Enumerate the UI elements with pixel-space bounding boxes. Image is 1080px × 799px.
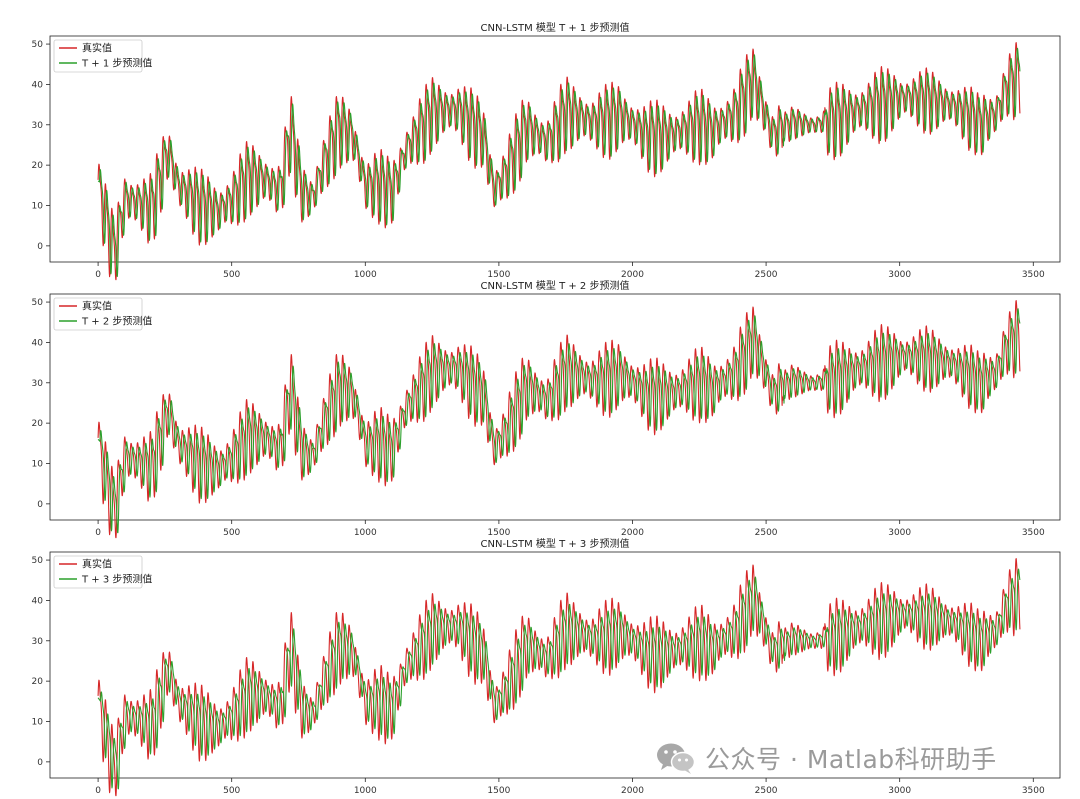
y-tick-label: 40 xyxy=(32,596,44,606)
y-tick-label: 50 xyxy=(32,40,44,50)
y-tick-label: 40 xyxy=(32,80,44,90)
series-layer xyxy=(97,42,1021,281)
axis-ticks: 0 500 1000 1500 2000 2500 3000 3500 0 10 20 30 40 50 xyxy=(32,298,1045,538)
y-tick-label: 10 xyxy=(32,202,44,212)
x-tick-label: 2500 xyxy=(755,270,778,280)
x-tick-label: 1500 xyxy=(487,270,510,280)
y-tick-label: 10 xyxy=(32,718,44,728)
y-tick-label: 50 xyxy=(32,556,44,566)
watermark-text: 公众号 · Matlab科研助手 xyxy=(705,745,997,774)
subplot-t2: CNN-LSTM 模型 T + 2 步预测值 0 500 1000 1500 2000 2… xyxy=(32,279,1061,539)
x-tick-label: 3000 xyxy=(888,528,911,538)
plot-frame xyxy=(49,35,1061,263)
y-tick-label: 0 xyxy=(37,758,43,768)
chart-title: CNN-LSTM 模型 T + 2 步预测值 xyxy=(481,279,630,292)
series-line-actual xyxy=(97,42,1021,281)
chart-title: CNN-LSTM 模型 T + 3 步预测值 xyxy=(481,537,630,550)
y-tick-label: 0 xyxy=(37,500,43,510)
x-tick-label: 2000 xyxy=(621,270,644,280)
plot-frame xyxy=(49,293,1061,521)
y-tick-label: 30 xyxy=(32,637,44,647)
x-tick-label: 3000 xyxy=(888,270,911,280)
x-tick-label: 500 xyxy=(223,270,240,280)
series-layer xyxy=(97,558,1021,797)
wechat-icon xyxy=(657,743,696,774)
legend: 真实值 T + 2 步预测值 xyxy=(53,297,152,331)
series-layer xyxy=(97,300,1021,539)
legend-label-actual: 真实值 xyxy=(82,558,112,571)
x-tick-label: 500 xyxy=(223,786,240,796)
x-tick-label: 500 xyxy=(223,528,240,538)
series-line-prediction xyxy=(97,47,1021,277)
x-tick-label: 1500 xyxy=(487,786,510,796)
x-tick-label: 3500 xyxy=(1022,270,1045,280)
x-tick-label: 0 xyxy=(95,786,101,796)
y-tick-label: 20 xyxy=(32,419,44,429)
x-tick-label: 2500 xyxy=(755,528,778,538)
legend-label-prediction: T + 2 步预测值 xyxy=(81,315,152,328)
legend-label-actual: 真实值 xyxy=(82,42,112,55)
x-tick-label: 1000 xyxy=(354,270,377,280)
axis-ticks: 0 500 1000 1500 2000 2500 3000 3500 0 10 20 30 40 50 xyxy=(32,40,1045,280)
subplot-t3: CNN-LSTM 模型 T + 3 步预测值 0 500 1000 1500 2000 2… xyxy=(32,537,1061,797)
series-line-actual xyxy=(97,300,1021,539)
y-tick-label: 10 xyxy=(32,460,44,470)
legend-label-actual: 真实值 xyxy=(82,300,112,313)
x-tick-label: 1000 xyxy=(354,786,377,796)
x-tick-label: 2000 xyxy=(621,786,644,796)
series-line-prediction xyxy=(97,308,1021,534)
x-tick-label: 0 xyxy=(95,270,101,280)
y-tick-label: 0 xyxy=(37,242,43,252)
plot-frame xyxy=(49,551,1061,779)
x-tick-label: 1000 xyxy=(354,528,377,538)
legend: 真实值 T + 1 步预测值 xyxy=(53,39,152,73)
x-tick-label: 2500 xyxy=(755,786,778,796)
y-tick-label: 50 xyxy=(32,298,44,308)
y-tick-label: 30 xyxy=(32,121,44,131)
y-tick-label: 20 xyxy=(32,677,44,687)
axis-ticks: 0 500 1000 1500 2000 2500 3000 3500 0 10 20 30 40 50 xyxy=(32,556,1045,796)
x-tick-label: 0 xyxy=(95,528,101,538)
subplot-t1: CNN-LSTM 模型 T + 1 步预测值 0 500 1000 1500 2000 2… xyxy=(32,21,1061,281)
legend-label-prediction: T + 3 步预测值 xyxy=(81,573,152,586)
x-tick-label: 1500 xyxy=(487,528,510,538)
x-tick-label: 3500 xyxy=(1022,528,1045,538)
series-line-prediction xyxy=(97,568,1021,790)
legend-label-prediction: T + 1 步预测值 xyxy=(81,57,152,70)
legend: 真实值 T + 3 步预测值 xyxy=(53,555,152,589)
y-tick-label: 20 xyxy=(32,161,44,171)
y-tick-label: 30 xyxy=(32,379,44,389)
x-tick-label: 3500 xyxy=(1022,786,1045,796)
y-tick-label: 40 xyxy=(32,338,44,348)
chart-title: CNN-LSTM 模型 T + 1 步预测值 xyxy=(481,21,630,34)
x-tick-label: 3000 xyxy=(888,786,911,796)
watermark: 公众号 · Matlab科研助手 xyxy=(655,738,997,778)
x-tick-label: 2000 xyxy=(621,528,644,538)
